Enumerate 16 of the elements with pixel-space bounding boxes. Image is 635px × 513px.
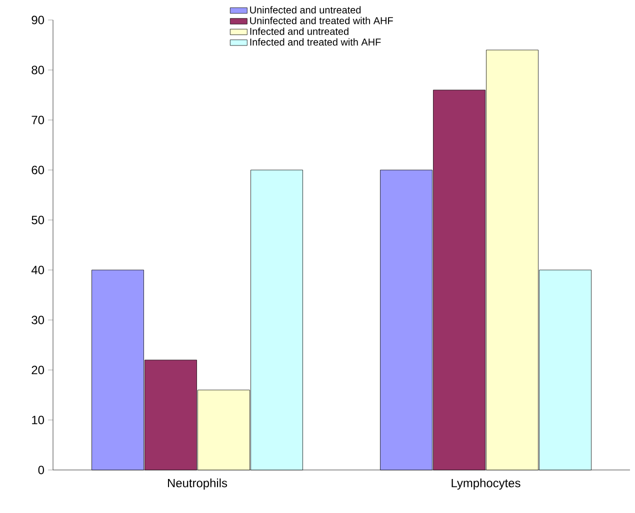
x-tick-label: Neutrophils <box>168 478 228 490</box>
y-tick-label: 80 <box>32 66 44 74</box>
legend-label: Uninfected and treated with AHF <box>250 16 393 24</box>
y-tick-label: 10 <box>32 416 44 424</box>
legend-label: Infected and treated with AHF <box>250 38 381 46</box>
y-tick-label: 30 <box>32 316 44 324</box>
y-tick-label: 70 <box>32 116 44 124</box>
y-tick-label: 0 <box>38 466 44 474</box>
y-tick-label: 60 <box>32 166 44 174</box>
legend-label: Uninfected and untreated <box>250 6 361 14</box>
y-tick-label: 50 <box>32 216 44 224</box>
y-tick-label: 40 <box>31 266 44 274</box>
y-tick-label: 90 <box>32 16 44 24</box>
y-tick-label: 20 <box>32 366 44 374</box>
legend-label: Infected and untreated <box>250 28 348 35</box>
x-tick-label: Lymphocytes <box>452 478 520 490</box>
